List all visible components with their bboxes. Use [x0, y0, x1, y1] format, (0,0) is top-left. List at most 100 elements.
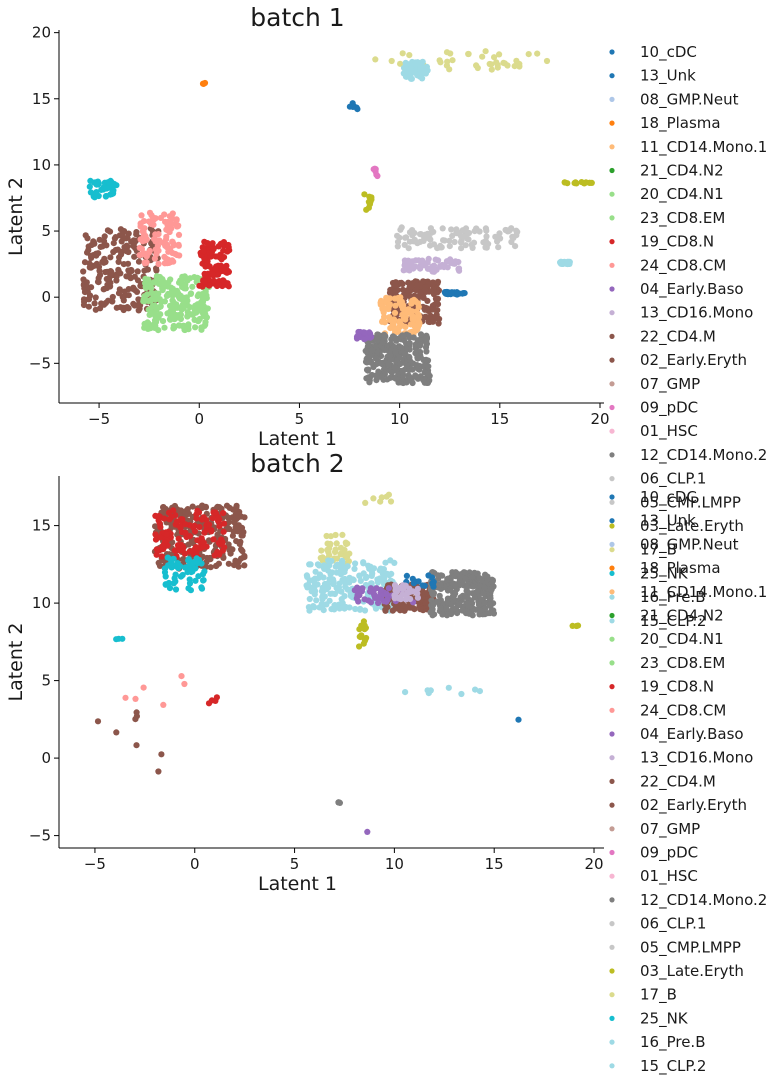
scatter-point — [85, 296, 93, 303]
scatter-point — [489, 578, 496, 585]
scatter-point — [434, 314, 441, 321]
scatter-panel-2: batch 2 −5 0 5 10 15 20 −5 0 5 10 15 Latent 1 Latent … — [5, 449, 767, 1076]
scatter-point — [410, 580, 417, 587]
scatter-point — [525, 51, 532, 58]
scatter-point — [103, 185, 110, 192]
legend-entry: 13_CD16.Mono — [640, 749, 753, 768]
scatter-point — [185, 321, 192, 328]
legend-marker — [609, 897, 615, 903]
scatter-point — [332, 531, 339, 539]
scatter-point — [318, 547, 325, 554]
x-tick-label: 0 — [194, 410, 204, 428]
scatter-point — [87, 177, 94, 184]
scatter-point — [410, 334, 417, 341]
scatter-point — [373, 377, 380, 384]
scatter-point — [410, 238, 417, 245]
scatter-point — [437, 263, 444, 270]
scatter-point — [112, 234, 119, 241]
scatter-point — [173, 223, 181, 230]
scatter-point — [564, 258, 571, 265]
scatter-point — [392, 348, 399, 356]
scatter-point — [164, 310, 171, 317]
scatter-point — [104, 227, 111, 234]
legend-entry: 24_CD8.CM — [640, 701, 726, 720]
scatter-point — [172, 571, 179, 578]
scatter-point — [457, 239, 465, 246]
scatter-point — [100, 238, 108, 245]
scatter-point — [363, 573, 370, 581]
scatter-point — [380, 309, 387, 316]
scatter-point — [462, 575, 469, 582]
scatter-point — [181, 285, 188, 292]
legend-entry: 03_Late.Eryth — [640, 517, 744, 536]
scatter-point — [239, 548, 246, 555]
scatter-point — [181, 680, 188, 688]
scatter-point — [385, 585, 392, 592]
scatter-point — [135, 258, 143, 265]
legend-entry: 11_CD14.Mono.1 — [640, 138, 767, 157]
scatter-point — [115, 290, 123, 297]
scatter-point — [419, 75, 426, 82]
legend-entry: 05_CMP.LMPP — [640, 493, 741, 512]
scatter-point — [135, 296, 142, 303]
legend-marker — [609, 594, 615, 600]
scatter-point — [91, 300, 98, 307]
scatter-point — [423, 259, 431, 267]
scatter-point — [374, 336, 381, 344]
scatter-point — [427, 236, 434, 243]
scatter-point — [317, 554, 324, 562]
scatter-point — [465, 50, 472, 58]
scatter-point — [333, 540, 340, 547]
scatter-point — [391, 309, 399, 316]
scatter-point — [185, 557, 192, 564]
scatter-point — [402, 582, 409, 589]
scatter-point — [459, 606, 467, 614]
scatter-point — [371, 165, 378, 172]
y-tick-label: 10 — [32, 156, 51, 174]
scatter-point — [163, 236, 170, 243]
scatter-point — [451, 238, 458, 246]
scatter-point — [402, 596, 409, 603]
scatter-point — [430, 601, 437, 609]
scatter-point — [182, 521, 189, 528]
scatter-point — [462, 242, 469, 249]
scatter-point — [440, 237, 447, 244]
scatter-point — [379, 339, 386, 346]
scatter-point — [369, 347, 376, 354]
scatter-point — [384, 376, 391, 383]
x-tick-label: 15 — [490, 410, 509, 428]
legend-marker — [609, 191, 615, 197]
legend-marker — [609, 49, 615, 55]
scatter-point — [173, 301, 180, 308]
scatter-point — [361, 637, 368, 644]
scatter-point — [113, 277, 120, 284]
x-tick-label: 10 — [390, 410, 409, 428]
scatter-point — [346, 604, 353, 611]
scatter-point — [392, 375, 399, 382]
scatter-point — [194, 293, 201, 300]
scatter-point — [435, 257, 442, 264]
legend-marker — [609, 541, 615, 548]
scatter-point — [452, 605, 459, 612]
scatter-point — [372, 593, 379, 600]
scatter-point — [329, 576, 337, 583]
scatter-point — [444, 264, 451, 271]
scatter-point — [434, 289, 441, 296]
scatter-point — [388, 369, 395, 376]
scatter-point — [406, 340, 413, 347]
scatter-point — [481, 600, 489, 607]
scatter-point — [193, 515, 200, 522]
scatter-point — [187, 275, 194, 282]
scatter-point — [366, 379, 373, 386]
scatter-point — [429, 581, 437, 588]
scatter-point — [484, 576, 491, 583]
scatter-point — [378, 360, 385, 367]
scatter-point — [491, 54, 498, 61]
scatter-point — [141, 293, 148, 300]
scatter-point — [141, 225, 148, 232]
legend-entry: 11_CD14.Mono.1 — [640, 583, 767, 602]
scatter-point — [84, 235, 91, 242]
legend-marker — [609, 731, 615, 737]
scatter-point — [161, 211, 168, 218]
scatter-point — [141, 259, 148, 266]
